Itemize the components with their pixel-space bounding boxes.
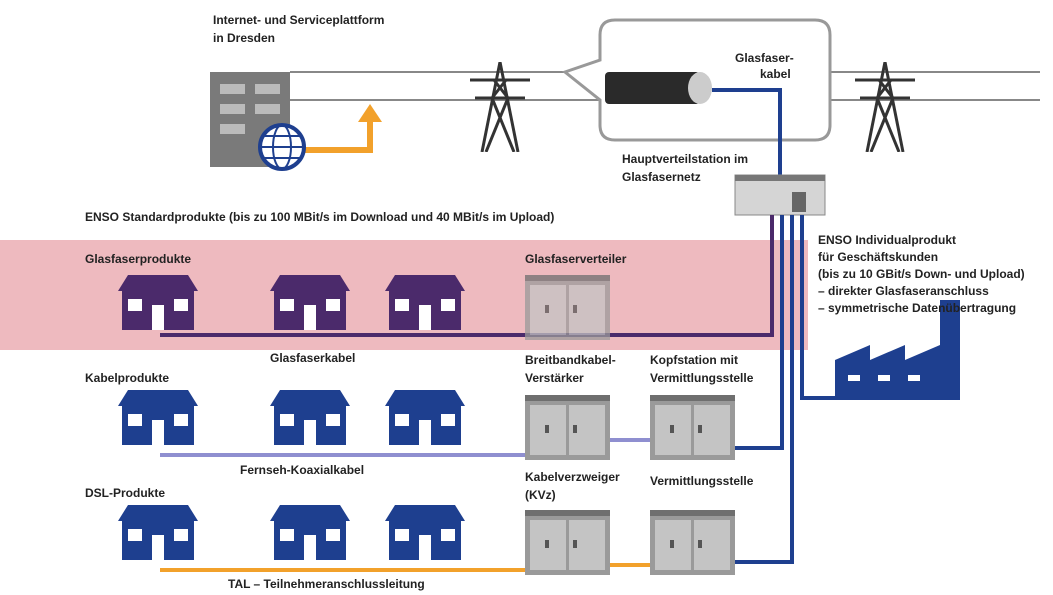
label: in Dresden [213, 31, 275, 45]
cabinet [650, 395, 735, 460]
fiber-cable-end [688, 72, 712, 104]
arrow-head [358, 104, 382, 122]
individual-text: für Geschäftskunden [818, 250, 938, 264]
tower [855, 62, 915, 152]
house [385, 505, 465, 560]
row-title: DSL-Produkte [85, 486, 165, 500]
individual-text: ENSO Individualprodukt [818, 233, 956, 247]
cable-label: Glasfaserkabel [270, 351, 355, 365]
unit-label: Glasfaserverteiler [525, 252, 627, 266]
unit-label: (KVz) [525, 488, 556, 502]
individual-text: – symmetrische Datenübertragung [818, 301, 1016, 315]
label: kabel [760, 67, 791, 81]
cabinet [525, 395, 610, 460]
cable-label: TAL – Teilnehmeranschlussleitung [228, 577, 425, 591]
unit-label: Kabelverzweiger [525, 470, 620, 484]
unit-label: Vermittlungsstelle [650, 371, 754, 385]
house [385, 275, 465, 330]
individual-text: – direkter Glasfaseranschluss [818, 284, 989, 298]
house [385, 390, 465, 445]
unit-label: Breitbandkabel- [525, 353, 616, 367]
label: Internet- und Serviceplattform [213, 13, 384, 27]
house [270, 275, 350, 330]
cable-label: Fernseh-Koaxialkabel [240, 463, 364, 477]
label: Glasfaser- [735, 51, 794, 65]
tower [470, 62, 530, 152]
house [270, 390, 350, 445]
row-title: Glasfaserprodukte [85, 252, 191, 266]
row-title: Kabelprodukte [85, 371, 169, 385]
house [270, 505, 350, 560]
diagram: Internet- und Serviceplattform in Dresde… [0, 0, 1053, 595]
house [118, 390, 198, 445]
heading: ENSO Standardprodukte (bis zu 100 MBit/s… [85, 210, 554, 224]
unit-label: Verstärker [525, 371, 584, 385]
cabinet [525, 275, 610, 340]
individual-text: (bis zu 10 GBit/s Down- und Upload) [818, 267, 1025, 281]
cabinet [525, 510, 610, 575]
unit-label: Vermittlungsstelle [650, 474, 754, 488]
fiber-cable [605, 72, 700, 104]
house [118, 505, 198, 560]
unit-label: Kopfstation mit [650, 353, 738, 367]
cabinet [650, 510, 735, 575]
house [118, 275, 198, 330]
label: Hauptverteilstation im [622, 152, 748, 166]
factory [835, 300, 960, 400]
label: Glasfasernetz [622, 170, 701, 184]
arrow [300, 120, 370, 150]
